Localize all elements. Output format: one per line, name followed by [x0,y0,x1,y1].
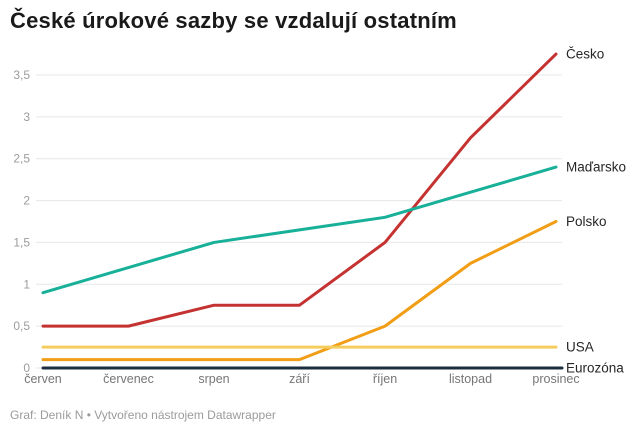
x-axis-label: říjen [373,372,397,386]
y-axis-tick-label: 2,5 [13,152,30,166]
y-axis-tick-label: 3 [23,110,30,124]
series-line-polsko [41,220,558,362]
series-end-label-usa: USA [566,340,594,355]
chart-footer-credit: Graf: Deník N • Vytvořeno nástrojem Data… [10,408,276,422]
y-axis-tick-label: 1 [23,277,30,291]
x-axis-label: srpen [198,372,229,386]
y-axis-tick-label: 0 [23,361,30,375]
x-axis-label: červenec [103,372,154,386]
series-end-label-polsko: Polsko [566,214,607,229]
y-axis-tick-label: 2 [23,194,30,208]
x-axis-label: prosinec [532,372,579,386]
y-axis-tick-label: 0,5 [13,319,30,333]
x-axis-label: září [289,372,310,386]
y-axis-tick-label: 3,5 [13,68,30,82]
series-line-esko [41,52,558,328]
series-line-maarsko [41,165,558,295]
x-axis-label: červen [24,372,62,386]
chart-title: České úrokové sazby se vzdalují ostatním [10,8,457,33]
series-end-label-eurozna: Eurozóna [566,361,624,376]
x-axis-label: listopad [449,372,492,386]
series-end-label-esko: Česko [566,47,604,62]
y-axis-tick-label: 1,5 [13,235,30,249]
series-end-label-maarsko: Maďarsko [566,160,626,175]
